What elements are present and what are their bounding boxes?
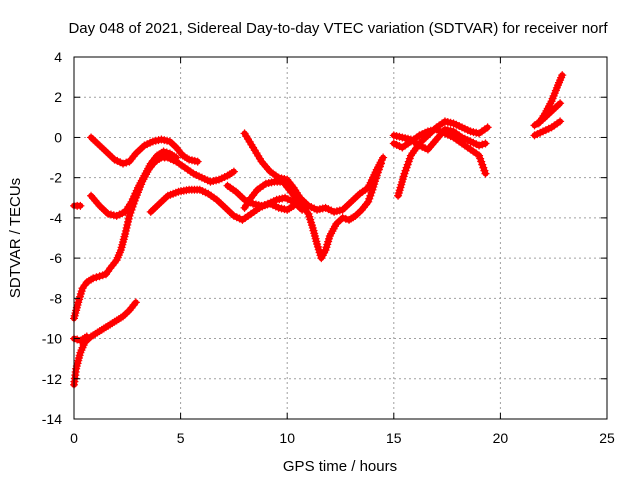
data-point	[193, 157, 202, 166]
x-tick-label: 15	[386, 430, 402, 446]
x-tick-label: 10	[279, 430, 295, 446]
data-point	[379, 153, 388, 162]
series-8	[240, 159, 386, 263]
series-10	[223, 181, 298, 214]
series-7	[146, 185, 307, 224]
y-tick-label: -10	[42, 331, 62, 347]
data-series	[70, 71, 567, 389]
axis-ticks	[73, 56, 608, 420]
y-axis-label: SDTVAR / TECUs	[7, 178, 24, 298]
data-point	[131, 298, 140, 307]
data-point	[76, 201, 85, 210]
series-16	[534, 71, 567, 128]
tick-labels: 0 5 10 15 20 25 -14 -12 -10 -8 -6 -4 -2 0 2 4	[42, 49, 615, 446]
y-tick-label: -14	[42, 411, 62, 427]
data-point	[481, 139, 490, 148]
data-point	[556, 117, 565, 126]
y-tick-label: 4	[54, 49, 62, 65]
series-5	[87, 133, 202, 168]
x-tick-label: 20	[493, 430, 509, 446]
data-point	[558, 71, 567, 80]
series-13	[389, 125, 490, 154]
x-tick-label: 25	[599, 430, 615, 446]
series-14	[530, 117, 565, 140]
data-point	[82, 332, 91, 341]
x-tick-label: 5	[177, 430, 185, 446]
data-point	[481, 169, 490, 178]
x-tick-label: 0	[70, 430, 78, 446]
data-point	[483, 123, 492, 132]
series-12	[394, 117, 492, 200]
series-9	[240, 129, 388, 216]
data-point	[289, 201, 298, 210]
y-tick-label: -6	[50, 250, 63, 266]
y-tick-label: 0	[54, 129, 62, 145]
series-3	[70, 298, 140, 389]
y-tick-label: -12	[42, 371, 62, 387]
y-tick-label: -4	[50, 210, 63, 226]
series-6	[87, 147, 181, 220]
y-tick-label: -8	[50, 290, 63, 306]
data-point	[229, 167, 238, 176]
series-1	[70, 201, 85, 210]
y-tick-label: 2	[54, 89, 62, 105]
data-point	[556, 99, 565, 108]
series-track	[241, 130, 387, 215]
series-track	[531, 118, 564, 139]
plot-frame	[73, 56, 608, 420]
x-axis-label: GPS time / hours	[283, 458, 397, 475]
data-point	[172, 153, 181, 162]
series-2	[70, 153, 238, 323]
chart-title: Day 048 of 2021, Sidereal Day-to-day VTE…	[68, 20, 608, 37]
grid-lines	[74, 57, 607, 419]
y-tick-label: -2	[50, 170, 63, 186]
